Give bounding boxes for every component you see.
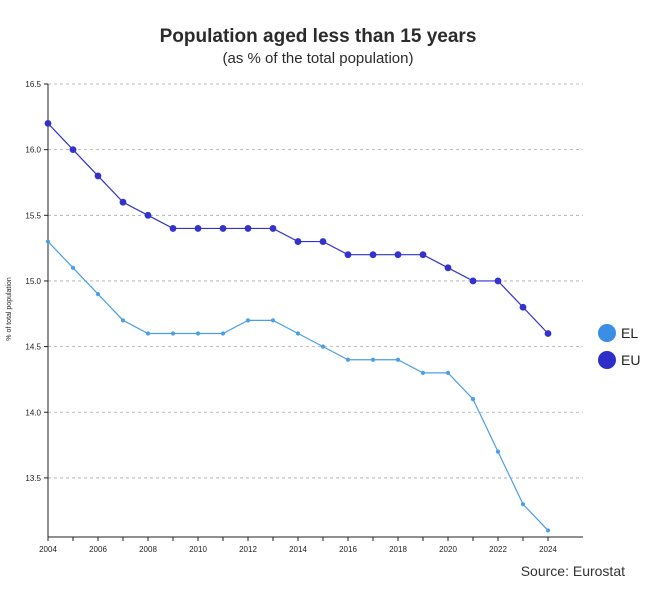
- data-point-eu[interactable]: [544, 330, 552, 337]
- legend-item-eu[interactable]: EU: [598, 351, 640, 369]
- data-point-eu[interactable]: [269, 225, 277, 232]
- data-point-eu[interactable]: [94, 172, 102, 180]
- data-point-el[interactable]: [70, 265, 76, 270]
- y-axis-label: % of total population: [6, 277, 13, 341]
- series-line-eu: [47, 122, 549, 334]
- x-tick-label: 2012: [239, 545, 257, 554]
- data-point-el[interactable]: [45, 239, 51, 244]
- x-tick-label: 2008: [139, 545, 157, 554]
- data-point-el[interactable]: [545, 528, 551, 533]
- data-point-eu[interactable]: [219, 225, 227, 232]
- data-point-el[interactable]: [370, 357, 376, 362]
- legend: EL EU: [598, 324, 640, 369]
- y-tick-label: 13.5: [25, 474, 41, 483]
- x-tick-label: 2006: [89, 545, 107, 554]
- data-point-el[interactable]: [95, 291, 101, 297]
- series-eu: [44, 119, 552, 337]
- data-point-eu[interactable]: [119, 198, 127, 206]
- data-point-el[interactable]: [270, 318, 276, 323]
- x-tick-label: 2022: [489, 545, 507, 554]
- y-tick-label: 15.0: [25, 277, 41, 286]
- y-tick-label: 16.5: [25, 80, 41, 89]
- x-tick-label: 2010: [189, 545, 207, 554]
- data-point-eu[interactable]: [194, 225, 202, 232]
- data-point-eu[interactable]: [169, 225, 177, 232]
- data-point-el[interactable]: [245, 318, 251, 323]
- x-tick-labels: 2004 2006 2008 2010 2012 2014 2016 2018 2020 2022…: [39, 545, 557, 554]
- data-point-eu[interactable]: [369, 251, 377, 259]
- data-point-el[interactable]: [420, 370, 426, 375]
- data-point-eu[interactable]: [319, 238, 327, 245]
- data-point-eu[interactable]: [294, 238, 302, 245]
- x-tick-label: 2018: [389, 545, 407, 554]
- y-tick-label: 14.0: [25, 408, 41, 417]
- series-el: [45, 239, 551, 533]
- data-point-eu[interactable]: [69, 146, 77, 154]
- chart-subtitle: (as % of the total population): [223, 50, 414, 67]
- x-tick-label: 2016: [339, 545, 357, 554]
- x-tick-label: 2020: [439, 545, 457, 554]
- data-point-el[interactable]: [120, 318, 126, 323]
- series-layer: [44, 119, 552, 533]
- x-tick-label: 2014: [289, 545, 307, 554]
- x-tick-label: 2004: [39, 545, 57, 554]
- series-line-el: [47, 241, 549, 531]
- y-tick-label: 15.5: [25, 211, 41, 220]
- data-point-eu[interactable]: [419, 251, 427, 259]
- data-point-eu[interactable]: [469, 277, 477, 285]
- data-point-el[interactable]: [470, 397, 476, 402]
- source-note: Source: Eurostat: [521, 563, 625, 579]
- chart-title: Population aged less than 15 years: [160, 26, 477, 47]
- y-tick-label: 16.0: [25, 146, 41, 155]
- data-point-el[interactable]: [220, 331, 226, 336]
- legend-item-el[interactable]: EL: [598, 324, 638, 342]
- y-tick-label: 14.5: [25, 343, 41, 352]
- data-point-eu[interactable]: [494, 277, 502, 285]
- data-point-el[interactable]: [195, 331, 201, 336]
- data-point-eu[interactable]: [244, 225, 252, 232]
- data-point-el[interactable]: [295, 331, 301, 336]
- y-tick-labels: 13.5 14.0 14.5 15.0 15.5 16.0 16.5: [25, 80, 41, 483]
- data-point-eu[interactable]: [44, 119, 52, 127]
- x-tick-label: 2024: [539, 545, 557, 554]
- data-point-el[interactable]: [170, 331, 176, 336]
- data-point-eu[interactable]: [144, 211, 152, 219]
- data-point-el[interactable]: [495, 449, 501, 454]
- data-point-el[interactable]: [395, 357, 401, 362]
- data-point-el[interactable]: [345, 357, 351, 362]
- data-point-el[interactable]: [445, 370, 451, 375]
- gridlines: [48, 83, 583, 479]
- legend-marker: [598, 351, 616, 369]
- axes: [44, 83, 583, 541]
- legend-label: EL: [621, 325, 638, 341]
- data-point-el[interactable]: [320, 344, 326, 349]
- data-point-eu[interactable]: [519, 303, 527, 311]
- data-point-eu[interactable]: [344, 251, 352, 259]
- data-point-el[interactable]: [520, 502, 526, 507]
- legend-marker: [598, 324, 616, 342]
- data-point-eu[interactable]: [394, 251, 402, 259]
- data-point-eu[interactable]: [444, 264, 452, 272]
- legend-label: EU: [621, 352, 640, 368]
- data-point-el[interactable]: [145, 331, 151, 336]
